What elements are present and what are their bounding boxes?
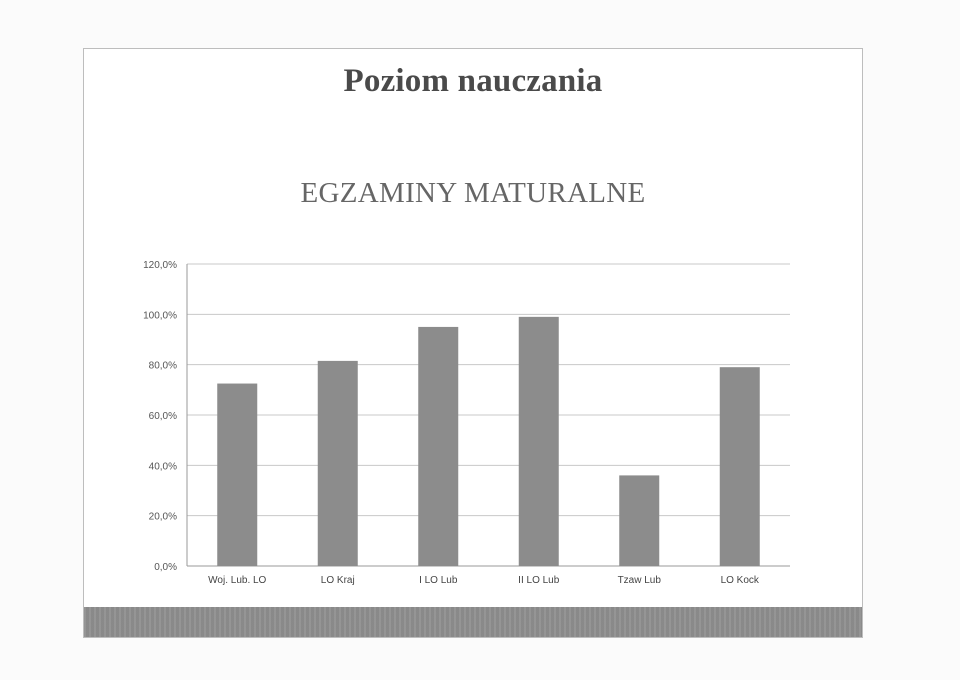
y-tick-label: 80,0% (149, 361, 177, 372)
x-tick-label: LO Kraj (321, 575, 355, 586)
y-tick-label: 20,0% (149, 512, 177, 523)
footer-bar (84, 607, 862, 637)
bar (418, 326, 459, 566)
y-tick-label: 40,0% (149, 461, 177, 472)
y-tick-label: 100,0% (143, 310, 177, 321)
x-tick-label: Tzaw Lub (618, 575, 662, 586)
bar (719, 367, 760, 566)
x-tick-label: Woj. Lub. LO (208, 575, 266, 586)
bar (317, 360, 358, 566)
x-tick-label: II LO Lub (518, 575, 560, 586)
slide-title: Poziom nauczania (343, 63, 603, 99)
slide: Poziom nauczania EGZAMINY MATURALNE 0,0%… (83, 48, 863, 638)
y-tick-label: 0,0% (154, 562, 177, 573)
bar-chart: 0,0% 20,0% 40,0% 60,0% 80,0% 100,0% 120,0% Woj.… (143, 260, 790, 586)
y-tick-label: 60,0% (149, 411, 177, 422)
bar (518, 316, 559, 566)
x-tick-label: I LO Lub (419, 575, 458, 586)
y-tick-label: 120,0% (143, 260, 177, 271)
x-tick-label: LO Kock (721, 575, 760, 586)
bar (217, 383, 258, 566)
chart-title: EGZAMINY MATURALNE (300, 177, 646, 209)
bar (619, 475, 660, 566)
